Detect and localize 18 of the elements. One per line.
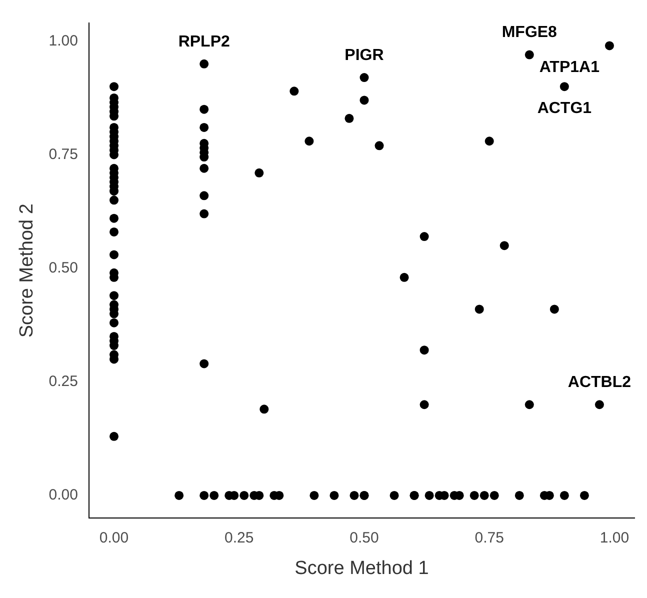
annotation: MFGE8 xyxy=(502,24,558,42)
annotation: PIGR xyxy=(344,46,384,64)
annotation: RPLP2 xyxy=(178,33,230,50)
x-tick-label: 0.00 xyxy=(99,529,129,546)
y-tick-label: 0.25 xyxy=(48,373,78,390)
annotation: ACTBL2 xyxy=(568,374,632,392)
x-tick-label: 1.00 xyxy=(600,529,630,546)
annotation: ATP1A1 xyxy=(539,59,600,76)
y-axis-title: Score Method 2 xyxy=(16,204,38,338)
y-tick-label: 1.00 xyxy=(48,32,78,50)
x-axis-title: Score Method 1 xyxy=(294,558,429,579)
y-tick-label: 0.00 xyxy=(48,486,78,504)
x-tick-label: 0.50 xyxy=(350,529,379,546)
y-tick-label: 0.75 xyxy=(48,146,78,163)
x-tick-label: 0.75 xyxy=(474,529,504,546)
x-tick-label: 0.25 xyxy=(224,529,254,546)
y-tick-label: 0.50 xyxy=(48,259,78,276)
annotation: ACTG1 xyxy=(537,100,592,118)
